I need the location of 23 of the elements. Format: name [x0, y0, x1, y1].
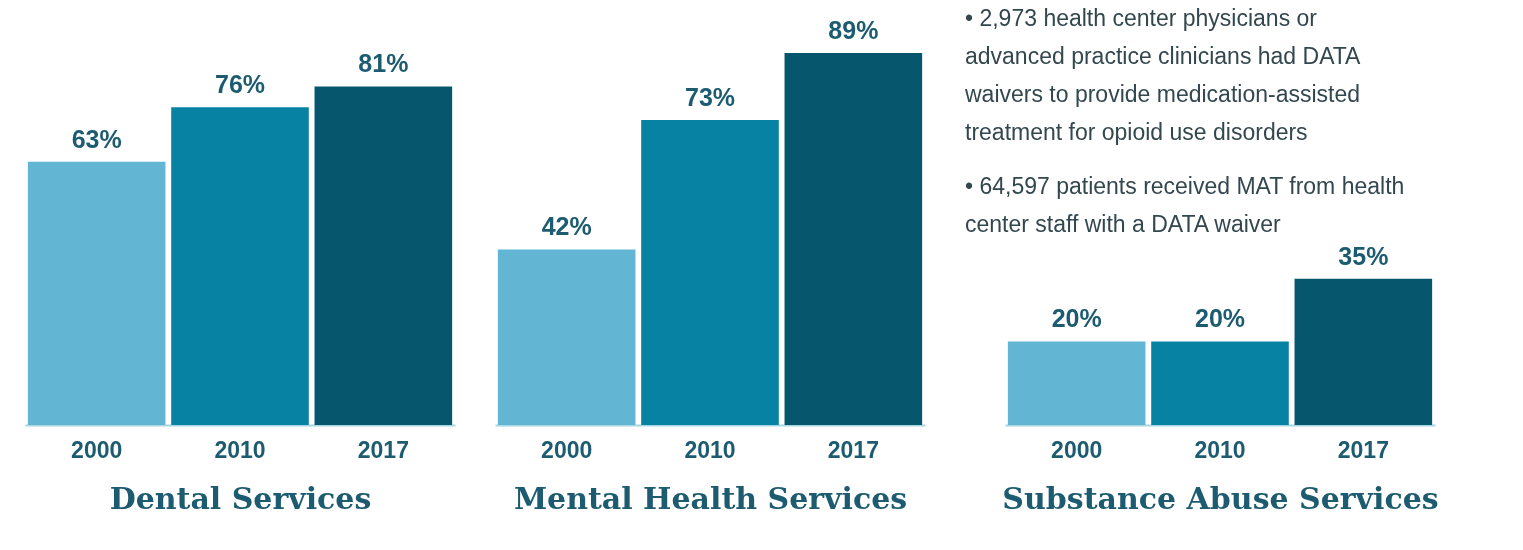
x-tick-label: 2000 [1051, 436, 1103, 463]
x-tick-label: 2010 [684, 436, 736, 463]
data-label: 89% [828, 16, 879, 44]
data-label: 20% [1194, 304, 1246, 333]
data-label: 63% [71, 124, 122, 153]
data-label: 42% [541, 212, 592, 241]
x-axis-title: Mental Health Services [513, 480, 908, 516]
x-tick-label: 2010 [1194, 436, 1246, 463]
data-label: 35% [1338, 241, 1389, 270]
x-axis-title: Substance Abuse Services [1002, 480, 1439, 516]
data-label: 81% [358, 49, 409, 78]
text: • 2,973 health center physicians or advanced practice clinicians had DATA waivers to provide medication-assisted treatment for opioid use disorders [964, 5, 1362, 145]
data-label: 73% [684, 82, 736, 111]
x-tick-label: 2000 [71, 436, 123, 463]
x-tick-label: 2000 [541, 436, 593, 463]
data-label: 76% [214, 70, 266, 99]
x-tick-label: 2017 [357, 436, 409, 463]
x-axis-title: Dental Services [109, 480, 372, 516]
text: • 64,597 patients received MAT from health center staff with a DATA waiver [965, 173, 1405, 237]
x-tick-label: 2017 [827, 436, 879, 463]
x-tick-label: 2017 [1337, 436, 1389, 463]
data-label: 20% [1051, 304, 1102, 333]
x-tick-label: 2010 [214, 436, 266, 463]
